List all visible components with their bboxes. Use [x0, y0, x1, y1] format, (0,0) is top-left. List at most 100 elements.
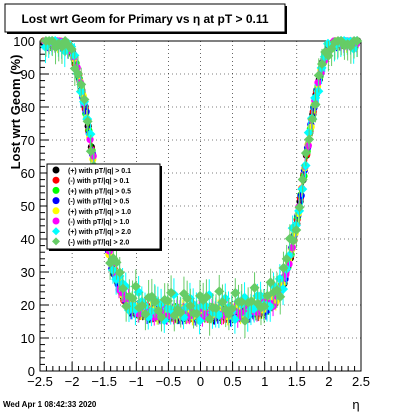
data-point [121, 301, 132, 312]
data-point [211, 303, 222, 314]
legend-marker [52, 217, 60, 225]
y-tick-label: 10 [21, 331, 35, 346]
title-box: Lost wrt Geom for Primary vs η at pT > 0… [4, 3, 287, 34]
data-point [66, 44, 77, 55]
legend-marker [52, 227, 60, 236]
data-point [288, 235, 299, 246]
x-axis-label: η [352, 397, 359, 412]
data-point [182, 293, 193, 304]
x-tick-label: −1 [129, 374, 144, 389]
x-tick-label: 1 [261, 374, 268, 389]
data-point [316, 58, 327, 69]
x-tick-label: −2.5 [27, 374, 53, 389]
x-tick-label: 2.5 [352, 374, 370, 389]
data-point [259, 301, 270, 312]
x-tick-label: 0.5 [224, 374, 242, 389]
y-tick-label: 40 [21, 232, 35, 247]
data-point [275, 291, 286, 302]
y-tick-label: 60 [21, 166, 35, 181]
legend-box [46, 163, 161, 250]
data-point [265, 277, 276, 288]
legend: (+) with pT/|q| > 0.1 (-) with pT/|q| > 0… [46, 163, 162, 251]
legend-marker [52, 197, 60, 205]
x-tick-label: −1.5 [91, 374, 117, 389]
data-point [313, 70, 324, 81]
data-point [156, 312, 167, 323]
data-point [278, 263, 289, 274]
data-point [236, 296, 247, 307]
legend-label: (-) with pT/|q| > 1.0 [68, 219, 129, 226]
data-point [191, 308, 202, 319]
legend-label: (-) with pT/|q| > 2.0 [68, 239, 129, 246]
data-point [230, 288, 241, 299]
data-point [85, 146, 96, 157]
y-axis: 0 10 20 30 40 50 60 70 80 90 100 [13, 34, 49, 379]
data-point [310, 99, 321, 110]
x-tick-label: 1.5 [288, 374, 306, 389]
data-point [217, 297, 228, 308]
data-point [76, 79, 87, 90]
data-point [297, 174, 308, 185]
y-tick-label: 70 [21, 133, 35, 148]
data-point [352, 36, 363, 46]
data-point [150, 313, 158, 321]
data-point [227, 303, 238, 314]
x-tick-label: 0 [197, 374, 204, 389]
chart-title: Lost wrt Geom for Primary vs η at pT > 0… [21, 12, 268, 26]
legend-label: (-) with pT/|q| > 0.1 [68, 178, 129, 185]
y-tick-label: 90 [21, 67, 35, 82]
data-point [249, 282, 260, 293]
data-point [294, 202, 305, 213]
data-point [79, 94, 90, 105]
legend-label: (+) with pT/|q| > 0.1 [68, 168, 131, 175]
data-point [114, 267, 125, 278]
y-tick-label: 0 [28, 364, 35, 379]
timestamp: Wed Apr 1 08:42:33 2020 [3, 400, 97, 409]
legend-label: (+) with pT/|q| > 1.0 [68, 209, 131, 216]
data-point [201, 292, 212, 303]
series-7 [40, 36, 363, 338]
y-tick-label: 80 [21, 100, 35, 115]
legend-label: (+) with pT/|q| > 0.5 [68, 188, 131, 195]
legend-marker [52, 237, 60, 246]
legend-marker [52, 186, 60, 194]
data-point [185, 300, 196, 311]
data-point [214, 286, 225, 297]
data-point [127, 293, 138, 304]
y-tick-label: 100 [13, 34, 35, 49]
data-point [150, 296, 161, 307]
y-tick-label: 20 [21, 298, 35, 313]
y-tick-label: 30 [21, 265, 35, 280]
x-axis: −2.5 −2 −1.5 −1 −0.5 0 0.5 1 1.5 2 2.5 [27, 362, 370, 389]
data-point [130, 281, 141, 292]
data-point [204, 314, 215, 325]
data-point [323, 50, 334, 61]
data-point [307, 114, 318, 125]
y-axis-label: Lost wrt Geom (%) [8, 55, 23, 170]
x-tick-label: −2 [65, 374, 80, 389]
data-point [73, 68, 84, 79]
legend-marker [52, 166, 60, 174]
data-point [82, 116, 93, 127]
data-point [304, 134, 315, 145]
data-point [140, 309, 151, 320]
data-point [111, 257, 122, 268]
data-point [175, 307, 186, 318]
data-point [288, 244, 296, 252]
data-point [281, 253, 292, 264]
data-point [117, 283, 128, 294]
x-tick-label: 2 [325, 374, 332, 389]
x-tick-label: −0.5 [156, 374, 182, 389]
y-tick-label: 50 [21, 199, 35, 214]
legend-marker [52, 207, 60, 215]
data-point [162, 295, 173, 306]
data-point [291, 225, 302, 236]
legend-marker [52, 176, 60, 184]
legend-label: (+) with pT/|q| > 2.0 [68, 229, 131, 236]
data-point [300, 148, 311, 159]
data-point [137, 300, 148, 311]
data-point [239, 315, 250, 326]
data-point [166, 287, 177, 298]
legend-label: (-) with pT/|q| > 0.5 [68, 199, 129, 206]
